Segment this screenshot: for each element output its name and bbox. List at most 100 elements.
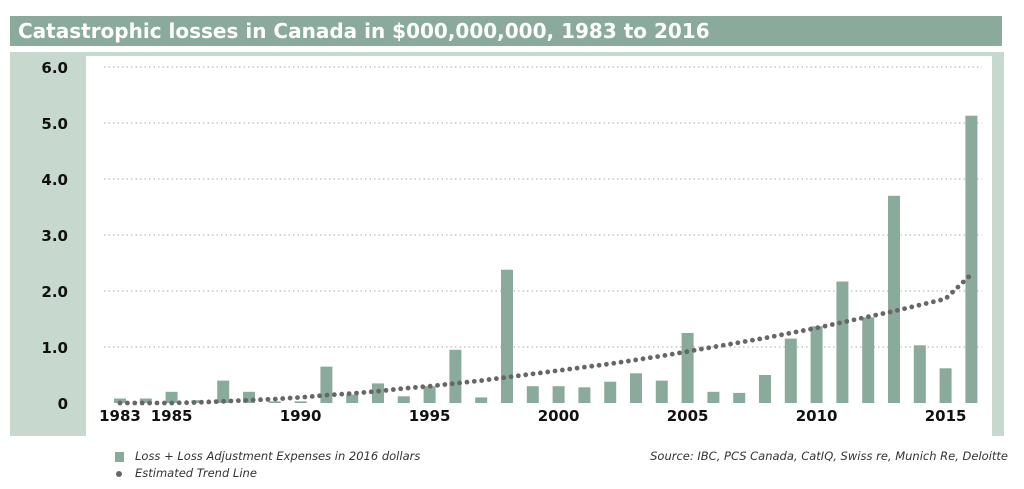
trend-dot <box>837 320 842 326</box>
trend-dot <box>390 387 396 392</box>
bar <box>913 345 926 403</box>
trend-dot <box>552 368 558 374</box>
trend-dot <box>537 370 543 376</box>
trend-dot <box>376 388 382 394</box>
bar <box>139 398 152 403</box>
trend-dot <box>786 330 792 336</box>
trend-dot <box>508 374 514 380</box>
bar <box>191 400 204 403</box>
bar <box>346 394 359 403</box>
trend-dot <box>176 400 182 406</box>
trend-dot <box>735 340 741 346</box>
trend-dot <box>457 380 462 386</box>
trend-dot <box>916 302 922 308</box>
bar <box>320 366 333 403</box>
trend-dot <box>647 355 653 361</box>
trend-dot <box>589 363 595 369</box>
trend-dot <box>317 393 322 399</box>
bar <box>243 391 255 403</box>
trend-dot <box>287 395 293 401</box>
bar <box>862 317 875 403</box>
trend-dot <box>633 357 639 363</box>
y-tick-label: 6.0 <box>41 59 68 77</box>
trend-dot <box>213 399 219 405</box>
trend-dot <box>930 299 936 305</box>
trend-dot <box>198 399 204 405</box>
trend-dot <box>243 397 249 403</box>
trend-dot <box>574 365 580 371</box>
x-tick-label: 2000 <box>538 407 580 425</box>
trend-dot <box>713 344 719 349</box>
trend-dot <box>894 307 900 313</box>
trend-dot <box>720 342 726 348</box>
trend-dot <box>493 376 499 382</box>
trend-dot <box>154 400 160 406</box>
bar <box>965 115 978 403</box>
trend-dot <box>398 386 404 392</box>
trend-dot <box>413 385 418 390</box>
trend-dot <box>206 399 212 405</box>
trend-dot <box>250 397 256 403</box>
trend-dot <box>923 301 929 306</box>
trend-dot <box>427 383 433 389</box>
trend-dot <box>486 377 492 382</box>
plot-area <box>86 56 992 436</box>
trend-dot <box>728 341 733 347</box>
trend-dot <box>866 314 871 320</box>
trend-dot <box>125 400 130 406</box>
bar <box>268 401 281 403</box>
trend-dot <box>221 398 226 404</box>
trend-dot <box>684 349 690 355</box>
trend-dot <box>858 315 864 321</box>
bar <box>423 386 436 403</box>
trend-dot <box>464 379 470 385</box>
trend-dot <box>567 366 573 372</box>
trend-dot <box>442 382 448 387</box>
legend-label-trend: Estimated Trend Line <box>135 466 257 480</box>
trend-dot <box>361 390 367 395</box>
trend-dot <box>662 353 668 358</box>
y-tick-label: 4.0 <box>41 171 68 189</box>
trend-dot <box>280 396 286 401</box>
trend-dot <box>420 384 426 390</box>
trend-dot <box>449 381 455 387</box>
trend-dot <box>139 400 145 406</box>
trend-dot <box>844 319 850 324</box>
trend-dot <box>815 325 821 331</box>
trend-dot <box>966 274 972 280</box>
chart-title: Catastrophic losses in Canada in $000,00… <box>18 19 710 43</box>
bar <box>810 326 823 403</box>
y-tick-label: 1.0 <box>41 339 68 357</box>
bar <box>449 349 462 403</box>
trend-dot <box>771 333 777 339</box>
trend-dot <box>938 297 943 303</box>
trend-dot <box>691 347 697 353</box>
trend-dot <box>523 372 529 378</box>
trend-dot <box>822 323 828 329</box>
trend-dot <box>339 391 345 397</box>
trend-dot <box>169 400 175 406</box>
trend-dot <box>435 382 440 388</box>
trend-dot <box>677 350 682 356</box>
trend-dot <box>324 392 330 398</box>
legend-item-trend: Estimated Trend Line <box>115 465 420 482</box>
trend-dot <box>669 351 675 357</box>
x-tick-label: 1995 <box>409 407 451 425</box>
trend-dot <box>800 328 806 333</box>
bar <box>165 391 178 403</box>
bar <box>501 269 513 403</box>
trend-dot <box>902 306 907 312</box>
trend-dot <box>764 335 770 341</box>
bar-chart: 0 1.0 2.0 3.0 4.0 5.0 6.0 1983 1985 1990 1995 2000 2… <box>10 52 1004 436</box>
trend-dot <box>851 317 857 323</box>
trend-dot <box>383 387 389 393</box>
trend-dot <box>191 400 197 405</box>
y-tick-label: 2.0 <box>41 283 68 301</box>
trend-dot <box>880 311 886 316</box>
legend: Loss + Loss Adjustment Expenses in 2016 … <box>115 448 420 482</box>
trend-dot <box>501 375 507 381</box>
trend-dot <box>331 392 337 398</box>
trend-dot <box>625 358 631 364</box>
trend-dot <box>793 329 799 335</box>
y-tick-label: 5.0 <box>41 115 68 133</box>
